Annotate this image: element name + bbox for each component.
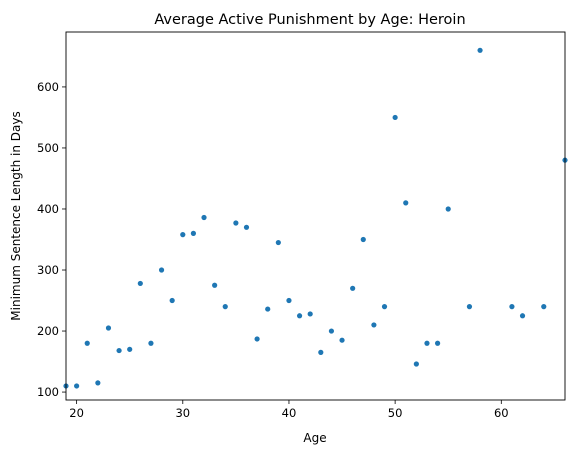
plot-frame	[65, 31, 566, 401]
data-point-27	[350, 285, 356, 291]
data-point-25	[328, 328, 335, 334]
data-point-22	[296, 313, 303, 319]
data-point-11	[180, 232, 186, 238]
data-point-18	[254, 336, 260, 342]
data-point-32	[403, 200, 409, 206]
data-point-24	[318, 349, 324, 355]
data-point-14	[212, 282, 218, 288]
data-point-26	[339, 337, 345, 343]
data-point-41	[541, 304, 547, 310]
x-tick-label-30: 30	[175, 406, 190, 420]
chart-title: Average Active Punishment by Age: Heroin	[154, 12, 465, 28]
x-axis: 20 30 40 50 60	[69, 400, 509, 420]
x-tick-label-20: 20	[69, 406, 84, 420]
data-point-5	[116, 347, 122, 354]
data-point-6	[127, 346, 133, 352]
data-point-4	[105, 325, 112, 331]
y-tick-label-100: 100	[37, 385, 59, 399]
y-axis-label: Minimum Sentence Length in Days	[9, 111, 23, 320]
data-point-10	[169, 297, 175, 304]
y-tick-label-300: 300	[37, 263, 59, 277]
data-point-7	[137, 280, 143, 287]
data-point-34	[424, 340, 430, 346]
data-point-35	[434, 340, 441, 346]
data-point-38	[477, 47, 483, 53]
data-point-29	[371, 322, 377, 328]
data-point-13	[201, 214, 207, 221]
data-point-20	[275, 239, 281, 246]
x-tick-label-60: 60	[494, 406, 509, 420]
data-point-30	[381, 304, 388, 310]
data-point-28	[360, 236, 366, 243]
y-axis: 100 200 300 400 500 600	[37, 80, 66, 399]
data-point-40	[519, 313, 526, 319]
data-point-3	[95, 380, 101, 386]
data-point-17	[243, 224, 250, 230]
data-point-9	[158, 267, 165, 273]
y-tick-label-500: 500	[37, 141, 59, 155]
data-point-1	[74, 383, 80, 389]
data-point-33	[413, 361, 419, 367]
data-point-21	[286, 297, 292, 304]
data-point-8	[148, 340, 154, 346]
data-point-36	[445, 206, 451, 212]
data-point-19	[265, 306, 271, 312]
data-point-12	[190, 230, 197, 236]
y-tick-label-600: 600	[37, 80, 59, 94]
data-point-37	[466, 304, 473, 310]
data-point-2	[84, 340, 90, 346]
x-axis-label: Age	[303, 431, 326, 445]
data-point-16	[233, 220, 239, 226]
data-point-23	[307, 311, 313, 317]
data-point-15	[222, 304, 228, 310]
y-tick-label-200: 200	[37, 324, 59, 338]
data-point-31	[392, 114, 398, 121]
data-point-39	[509, 304, 515, 310]
x-tick-label-40: 40	[282, 406, 297, 420]
data-points	[63, 47, 568, 389]
x-tick-label-50: 50	[388, 406, 403, 420]
y-tick-label-400: 400	[37, 202, 59, 216]
